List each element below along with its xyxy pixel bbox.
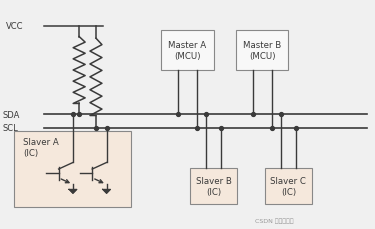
Text: CSDN 当前指向根: CSDN 当前指向根 <box>255 217 293 223</box>
Text: SDA: SDA <box>3 110 20 119</box>
Text: Slaver B
(IC): Slaver B (IC) <box>196 176 232 196</box>
Text: VCC: VCC <box>6 22 24 31</box>
Polygon shape <box>69 190 77 194</box>
FancyBboxPatch shape <box>190 169 237 204</box>
Text: SCL: SCL <box>3 124 18 133</box>
Text: Master A
(MCU): Master A (MCU) <box>168 41 207 61</box>
Text: Slaver C
(IC): Slaver C (IC) <box>270 176 306 196</box>
Text: Slaver A
(IC): Slaver A (IC) <box>23 137 59 157</box>
Text: Master B
(MCU): Master B (MCU) <box>243 41 281 61</box>
FancyBboxPatch shape <box>265 169 312 204</box>
Polygon shape <box>103 190 111 194</box>
FancyBboxPatch shape <box>161 31 214 71</box>
FancyBboxPatch shape <box>236 31 288 71</box>
FancyBboxPatch shape <box>14 132 132 207</box>
